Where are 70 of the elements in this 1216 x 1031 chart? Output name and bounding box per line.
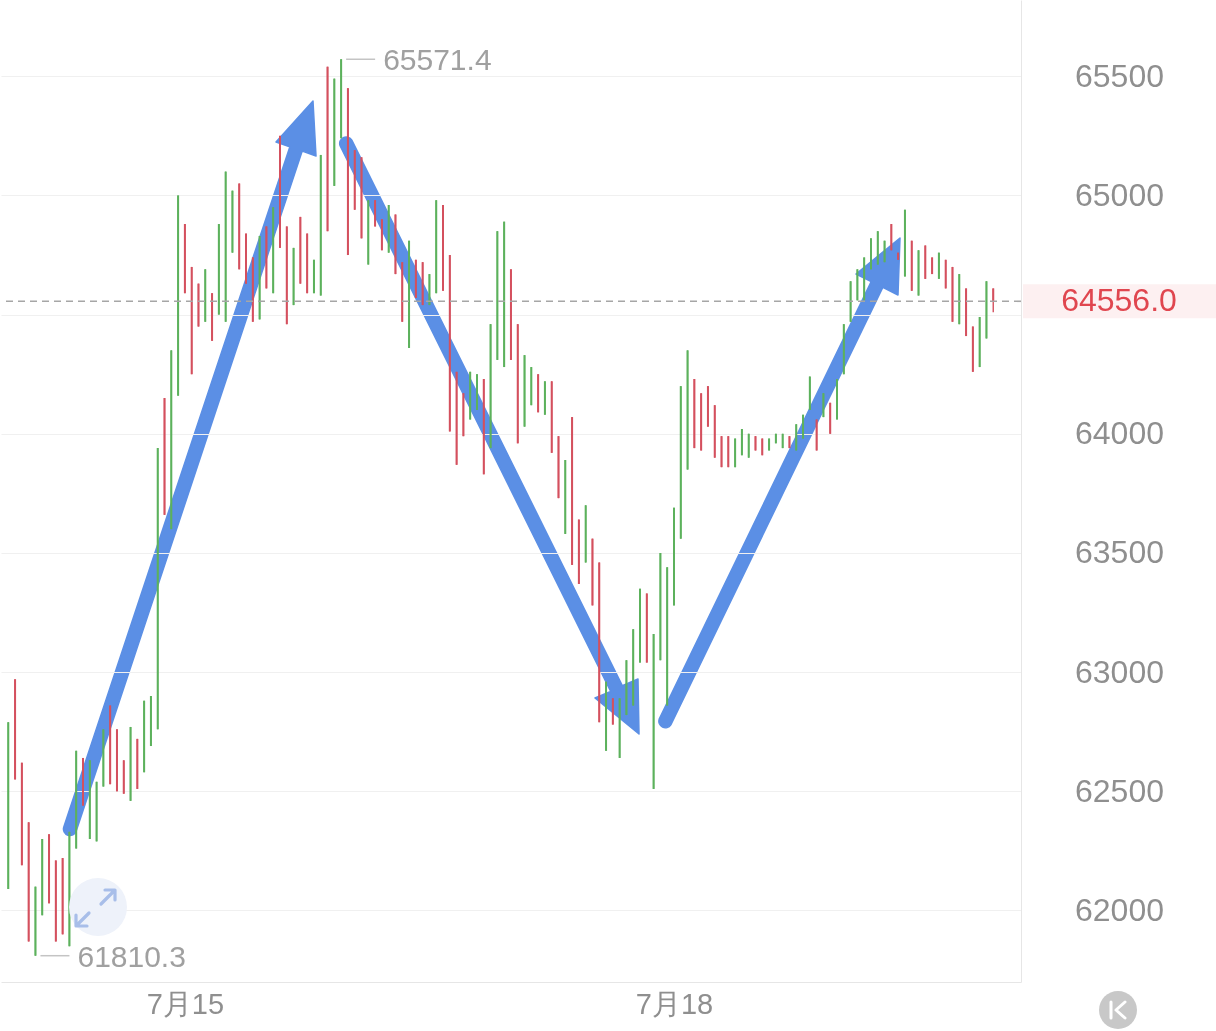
candlestick <box>917 250 920 296</box>
candlestick <box>34 886 37 956</box>
candlestick <box>442 204 445 291</box>
candlestick <box>978 317 981 368</box>
candlestick <box>278 135 281 248</box>
candlestick <box>326 66 329 232</box>
candlestick <box>258 235 261 320</box>
candlestick <box>856 269 859 301</box>
candlestick <box>102 729 105 787</box>
annotation: 61810.3 <box>77 939 186 973</box>
x-tick-label: 7月15 <box>146 987 225 1020</box>
candlestick <box>530 367 533 406</box>
candlestick <box>720 436 723 468</box>
candlestick <box>61 858 64 935</box>
x-tick-label: 7月18 <box>635 987 714 1020</box>
candlestick <box>951 266 954 322</box>
y-tick-label: 62500 <box>1075 772 1164 809</box>
candlestick <box>82 757 84 806</box>
candlestick <box>462 393 465 437</box>
candlestick <box>625 660 628 716</box>
candlestick <box>265 226 268 289</box>
candlestick <box>618 698 621 758</box>
candlestick <box>754 436 757 451</box>
candlestick <box>985 281 988 339</box>
candlestick <box>591 538 594 606</box>
candlestick <box>68 831 71 947</box>
candlestick <box>836 378 839 420</box>
candlestick <box>421 262 424 306</box>
candlestick <box>890 224 893 251</box>
candlestick <box>883 240 886 263</box>
candlestick <box>333 78 336 186</box>
y-tick-label: 64000 <box>1075 415 1164 452</box>
annotation: 65571.4 <box>383 43 492 77</box>
candlestick <box>788 436 791 449</box>
candlestick <box>27 822 30 942</box>
ref-line-label: 64556.0 <box>1061 282 1177 319</box>
candlestick <box>659 552 662 661</box>
candlestick <box>360 157 363 239</box>
candlestick <box>557 436 560 499</box>
candlestick <box>815 419 818 451</box>
candlestick <box>849 281 852 322</box>
candlestick <box>475 374 478 410</box>
candlestick <box>224 171 227 322</box>
candlestick <box>672 507 675 606</box>
candlestick <box>394 214 397 275</box>
y-tick-label: 65000 <box>1075 176 1164 213</box>
candlestick <box>523 355 526 427</box>
candlestick <box>292 247 295 306</box>
y-tick-label: 63500 <box>1075 534 1164 571</box>
candlestick <box>455 371 458 465</box>
candlestick <box>686 350 689 470</box>
candlestick <box>639 588 642 663</box>
candlestick <box>584 505 587 563</box>
y-tick-label: 65500 <box>1075 57 1164 94</box>
candlestick <box>197 283 200 327</box>
candlestick <box>299 216 302 284</box>
candlestick <box>496 231 499 360</box>
candlestick <box>428 274 431 306</box>
candlestick <box>489 324 492 449</box>
y-tick-label: 63000 <box>1075 653 1164 690</box>
candlestick <box>822 393 825 418</box>
candlestick <box>781 433 784 449</box>
candlestick <box>231 190 234 253</box>
candlestick <box>693 378 696 449</box>
candlestick <box>95 781 98 842</box>
candlestick <box>652 634 655 789</box>
candlestick <box>163 398 166 515</box>
candlestick <box>129 726 132 801</box>
candlestick <box>136 738 139 789</box>
y-tick-label: 62000 <box>1075 892 1164 928</box>
